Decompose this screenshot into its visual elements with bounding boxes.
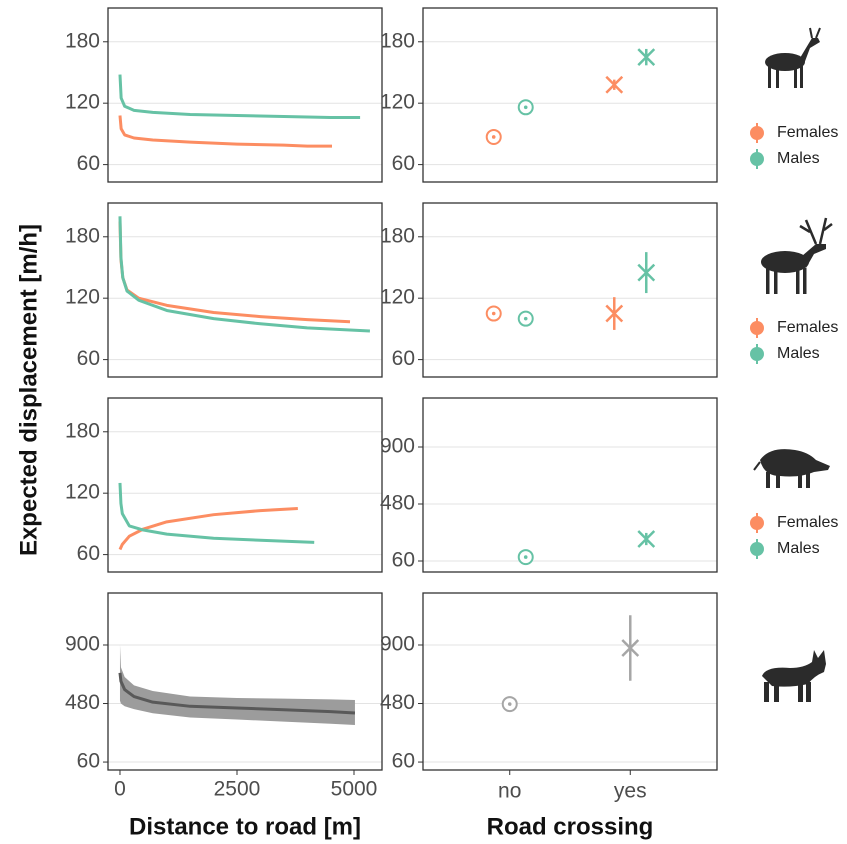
y-tick-label: 180 <box>65 224 100 247</box>
y-tick-label: 120 <box>380 91 415 114</box>
point <box>519 312 533 326</box>
point <box>503 697 517 711</box>
legend-label: Females <box>777 124 838 141</box>
y-axis-title: Expected displacement [m/h] <box>15 224 42 556</box>
panel-background <box>108 8 382 182</box>
y-tick-label: 60 <box>77 750 100 773</box>
panel-background <box>423 203 717 377</box>
legend-swatch <box>750 542 764 556</box>
point <box>487 307 501 321</box>
legend-label: Males <box>777 540 820 557</box>
legend-label: Females <box>777 514 838 531</box>
legend-label: Males <box>777 150 820 167</box>
legend-swatch <box>750 347 764 361</box>
y-tick-label: 900 <box>380 633 415 656</box>
y-tick-label: 60 <box>77 152 100 175</box>
y-tick-label: 120 <box>380 286 415 309</box>
x-tick-label: yes <box>614 780 647 803</box>
y-tick-label: 60 <box>392 152 415 175</box>
y-tick-label: 180 <box>65 29 100 52</box>
point <box>487 130 501 144</box>
y-tick-label: 480 <box>380 492 415 515</box>
x-tick-label: no <box>498 780 521 803</box>
legend-swatch <box>750 152 764 166</box>
figure: Expected displacement [m/h] 60 120 180 60 12… <box>0 0 847 844</box>
point-dot <box>492 312 496 316</box>
point-dot <box>524 555 528 559</box>
x-tick-label: 0 <box>114 778 126 801</box>
point-dot <box>492 135 496 139</box>
legend-label: Females <box>777 319 838 336</box>
point <box>519 100 533 114</box>
y-tick-label: 120 <box>65 91 100 114</box>
y-tick-label: 60 <box>77 542 100 565</box>
y-tick-label: 60 <box>77 347 100 370</box>
x-tick-label: 2500 <box>214 778 261 801</box>
y-tick-label: 900 <box>65 633 100 656</box>
panel-background <box>423 8 717 182</box>
x-tick-label: 5000 <box>331 778 378 801</box>
x-axis-title: Distance to road [m] <box>129 813 361 840</box>
y-tick-label: 480 <box>65 691 100 714</box>
y-tick-label: 60 <box>392 750 415 773</box>
point-dot <box>508 702 512 706</box>
y-tick-label: 120 <box>65 286 100 309</box>
y-tick-label: 180 <box>380 29 415 52</box>
y-tick-label: 480 <box>380 691 415 714</box>
y-tick-label: 180 <box>65 419 100 442</box>
legend-swatch <box>750 516 764 530</box>
panel-background <box>108 203 382 377</box>
y-tick-label: 120 <box>65 481 100 504</box>
point-dot <box>524 105 528 109</box>
y-tick-label: 180 <box>380 224 415 247</box>
legend-swatch <box>750 321 764 335</box>
y-tick-label: 60 <box>392 347 415 370</box>
panel-background <box>108 398 382 572</box>
legend-label: Males <box>777 345 820 362</box>
y-tick-label: 60 <box>392 549 415 572</box>
panel-background <box>423 398 717 572</box>
y-tick-label: 900 <box>380 435 415 458</box>
x-axis-title: Road crossing <box>487 813 654 840</box>
legend-swatch <box>750 126 764 140</box>
point <box>519 550 533 564</box>
point-dot <box>524 317 528 321</box>
panel-background <box>108 593 382 770</box>
panel-background <box>423 593 717 770</box>
